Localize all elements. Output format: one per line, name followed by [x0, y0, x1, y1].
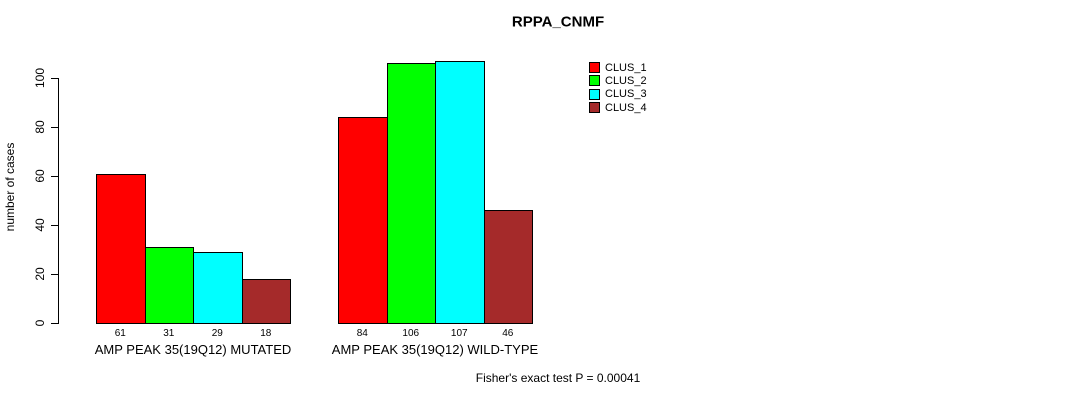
y-axis-tick: [51, 274, 58, 275]
y-axis-label: number of cases: [3, 142, 17, 232]
bar-value-label: 29: [211, 328, 223, 339]
legend-label: CLUS_3: [605, 88, 647, 101]
bar: [96, 173, 146, 324]
legend-swatch: [589, 102, 600, 114]
fisher-test-annotation: Fisher's exact test P = 0.00041: [475, 371, 641, 385]
bar-value-label: 84: [356, 328, 368, 339]
bar-value-label: 18: [260, 328, 272, 339]
y-axis-tick: [51, 127, 58, 128]
y-axis-tick: [51, 176, 58, 177]
y-axis-tick-label: 100: [33, 67, 47, 89]
legend-label: CLUS_4: [605, 101, 647, 114]
legend-item: CLUS_3: [589, 88, 647, 101]
category-label: AMP PEAK 35(19Q12) MUTATED: [94, 342, 292, 357]
bar: [483, 210, 533, 324]
bar-value-label: 107: [450, 328, 468, 339]
y-axis-tick: [51, 225, 58, 226]
legend-item: CLUS_4: [589, 101, 647, 114]
bar: [386, 63, 436, 324]
y-axis-tick-label: 60: [33, 169, 47, 183]
y-axis-line: [58, 78, 59, 324]
legend-swatch: [589, 75, 600, 87]
chart-title: RPPA_CNMF: [511, 13, 605, 31]
y-axis-tick-label: 0: [33, 319, 47, 327]
legend-item: CLUS_1: [589, 61, 647, 74]
bar-value-label: 46: [502, 328, 514, 339]
y-axis-tick-label: 80: [33, 120, 47, 134]
bar: [241, 278, 291, 324]
bar: [193, 251, 243, 324]
legend-swatch: [589, 88, 600, 100]
bar-value-label: 61: [114, 328, 126, 339]
y-axis-tick-label: 40: [33, 218, 47, 232]
y-axis-tick: [51, 78, 58, 79]
y-axis-tick: [51, 323, 58, 324]
bar: [435, 60, 485, 324]
bar-value-label: 31: [163, 328, 175, 339]
bar: [338, 117, 388, 324]
legend-swatch: [589, 62, 600, 74]
bar-value-label: 106: [402, 328, 420, 339]
y-axis-tick-label: 20: [33, 267, 47, 281]
category-label: AMP PEAK 35(19Q12) WILD-TYPE: [331, 342, 539, 357]
legend-item: CLUS_2: [589, 74, 647, 87]
legend-label: CLUS_1: [605, 61, 647, 74]
legend-label: CLUS_2: [605, 74, 647, 87]
legend: CLUS_1 CLUS_2 CLUS_3 CLUS_4: [589, 61, 647, 114]
bar: [144, 247, 194, 324]
